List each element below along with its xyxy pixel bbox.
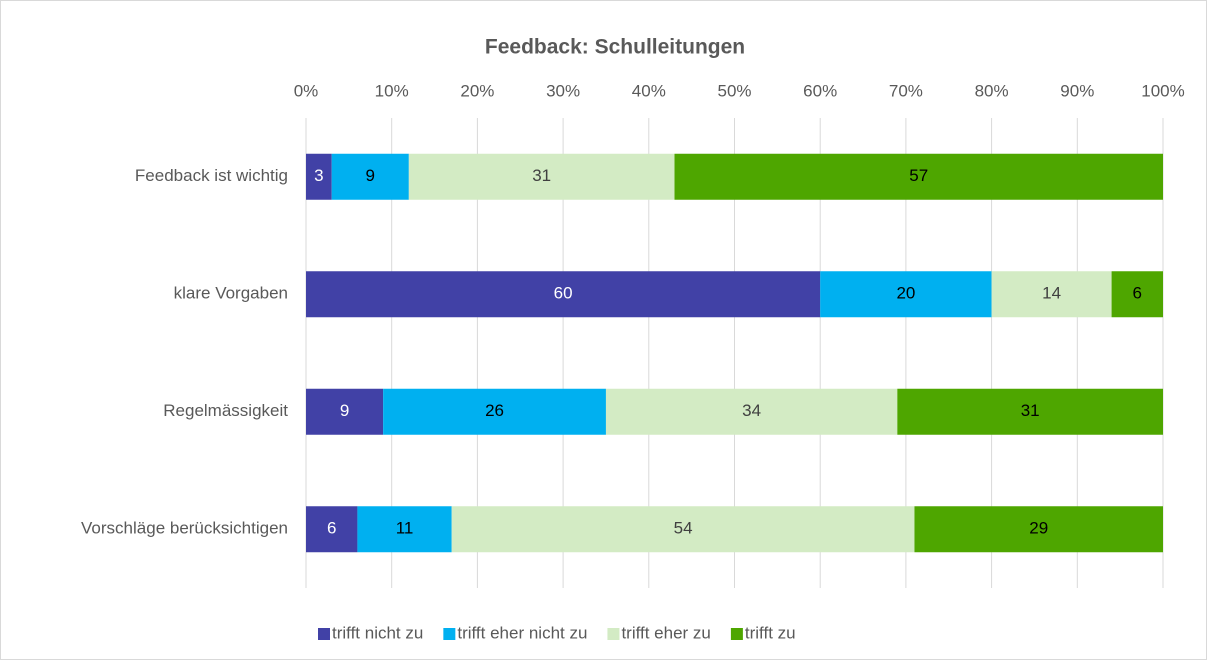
x-tick-label: 70% (889, 81, 923, 100)
data-label: 6 (327, 519, 336, 538)
bar-segment (820, 271, 992, 318)
legend-swatch (607, 628, 620, 640)
x-tick-label: 80% (975, 81, 1009, 100)
bar-segment (383, 388, 606, 435)
data-label: 14 (1042, 284, 1061, 303)
x-tick-label: 40% (632, 81, 666, 100)
bar-segment (408, 153, 675, 200)
data-label: 60 (554, 284, 573, 303)
data-label: 57 (909, 166, 928, 185)
bar-segment (306, 388, 384, 435)
legend-label: trifft eher zu (621, 623, 710, 642)
data-label: 9 (340, 401, 349, 420)
x-tick-label: 20% (460, 81, 494, 100)
bar-segment (451, 506, 915, 553)
data-label: 20 (896, 284, 915, 303)
y-tick-label: Vorschläge berücksichtigen (81, 519, 288, 538)
data-label: 3 (314, 166, 323, 185)
data-label: 9 (366, 166, 375, 185)
bar-segment (991, 271, 1112, 318)
data-label: 26 (485, 401, 504, 420)
legend-swatch (443, 628, 456, 640)
legend-swatch (318, 628, 330, 640)
y-tick-label: klare Vorgaben (174, 284, 288, 303)
data-label: 11 (396, 519, 414, 538)
legend-swatch (730, 628, 743, 640)
x-tick-label: 0% (294, 81, 319, 100)
bar-segment (1111, 271, 1163, 318)
x-tick-label: 50% (717, 81, 751, 100)
y-tick-label: Regelmässigkeit (163, 401, 288, 420)
legend-label: trifft eher nicht zu (457, 623, 587, 642)
bar-segment (897, 388, 1163, 435)
data-label: 6 (1133, 284, 1142, 303)
data-label: 29 (1029, 519, 1048, 538)
x-tick-label: 10% (375, 81, 409, 100)
data-label: 31 (532, 166, 551, 185)
x-tick-label: 30% (546, 81, 580, 100)
bar-segment (331, 153, 409, 200)
y-tick-label: Feedback ist wichtig (135, 166, 288, 185)
data-label: 31 (1021, 401, 1040, 420)
bar-segment (914, 506, 1163, 553)
bar-segment (306, 506, 358, 553)
x-tick-label: 60% (803, 81, 837, 100)
legend-label: trifft nicht zu (332, 623, 423, 642)
bar-segment (674, 153, 1163, 200)
bar-segment (605, 388, 898, 435)
x-tick-label: 90% (1060, 81, 1094, 100)
data-label: 34 (742, 401, 761, 420)
x-tick-label: 100% (1141, 81, 1184, 100)
data-label: 54 (674, 519, 693, 538)
legend-label: trifft zu (745, 623, 796, 642)
bar-segment (306, 153, 332, 200)
chart-title: Feedback: Schulleitungen (485, 36, 745, 59)
bar-segment (306, 271, 821, 318)
bar-segment (357, 506, 452, 553)
